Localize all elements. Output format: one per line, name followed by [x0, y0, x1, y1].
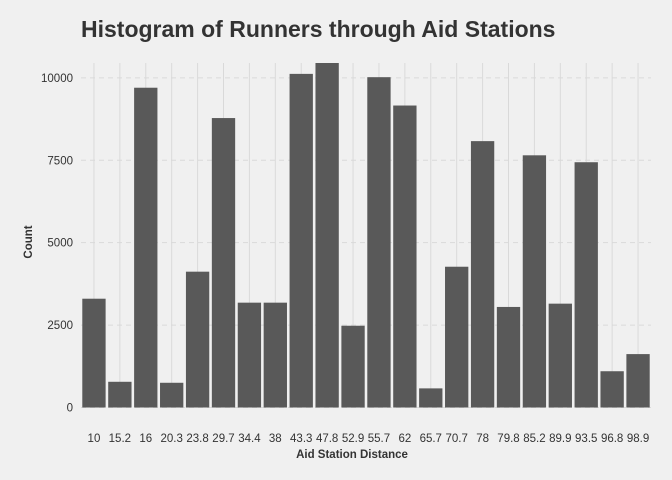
bar-23-8: [185, 271, 210, 408]
bar-62: [393, 105, 417, 408]
x-tick-label: 98.9: [627, 433, 649, 445]
x-tick-label: 55.7: [368, 433, 390, 445]
x-tick-label: 79.8: [497, 433, 519, 445]
bar-96-8: [600, 371, 624, 408]
bar-38: [263, 302, 287, 408]
x-axis-title: Aid Station Distance: [296, 449, 408, 461]
x-tick-labels: 10 15.2 16 20.3 23.8 29.7 34.4 38 43.3 47.8 52.9 55…: [88, 433, 650, 445]
x-tick-label: 20.3: [160, 433, 182, 445]
x-tick-label: 62: [398, 433, 411, 445]
y-tick-labels: 0 2500 5000 7500 10000: [41, 73, 73, 415]
x-tick-label: 10: [88, 433, 101, 445]
x-tick-label: 89.9: [549, 433, 571, 445]
bar-89-9: [548, 303, 572, 408]
x-tick-label: 34.4: [238, 433, 261, 445]
x-tick-label: 43.3: [290, 433, 312, 445]
x-tick-label: 16: [139, 433, 152, 445]
x-tick-label: 85.2: [523, 433, 545, 445]
bar-78: [470, 141, 495, 408]
x-tick-label: 78: [476, 433, 489, 445]
chart-title: Histogram of Runners through Aid Station…: [81, 16, 555, 42]
bar-52-9: [341, 325, 365, 408]
x-tick-label: 65.7: [420, 433, 442, 445]
x-tick-label: 70.7: [445, 433, 467, 445]
x-tick-label: 52.9: [342, 433, 364, 445]
bar-43-3: [289, 73, 313, 408]
bar-34-4: [237, 302, 262, 408]
bar-15-2: [108, 381, 132, 408]
x-tick-label: 23.8: [186, 433, 208, 445]
bar-65-7: [419, 388, 443, 408]
bar-93-5: [574, 162, 598, 408]
bar-85-2: [522, 155, 547, 408]
x-tick-label: 38: [269, 433, 282, 445]
y-axis-title: Count: [23, 225, 35, 258]
bar-20-3: [160, 382, 184, 408]
bar-16: [134, 87, 158, 408]
y-tick-label: 2500: [47, 320, 73, 332]
bar-55-7: [367, 77, 391, 408]
bars: [82, 63, 650, 408]
bar-70-7: [445, 266, 469, 408]
y-tick-label: 0: [67, 403, 73, 415]
x-tick-label: 47.8: [316, 433, 338, 445]
bar-10: [82, 298, 106, 408]
bar-98-9: [626, 354, 650, 408]
bar-79-8: [496, 306, 521, 408]
y-tick-label: 7500: [47, 155, 73, 167]
bar-29-7: [211, 118, 236, 408]
y-tick-label: 10000: [41, 73, 73, 85]
bar-47-8: [315, 63, 339, 408]
x-tick-label: 29.7: [212, 433, 234, 445]
x-tick-label: 93.5: [575, 433, 597, 445]
x-tick-label: 96.8: [601, 433, 623, 445]
x-tick-label: 15.2: [109, 433, 131, 445]
y-tick-label: 5000: [47, 238, 73, 250]
